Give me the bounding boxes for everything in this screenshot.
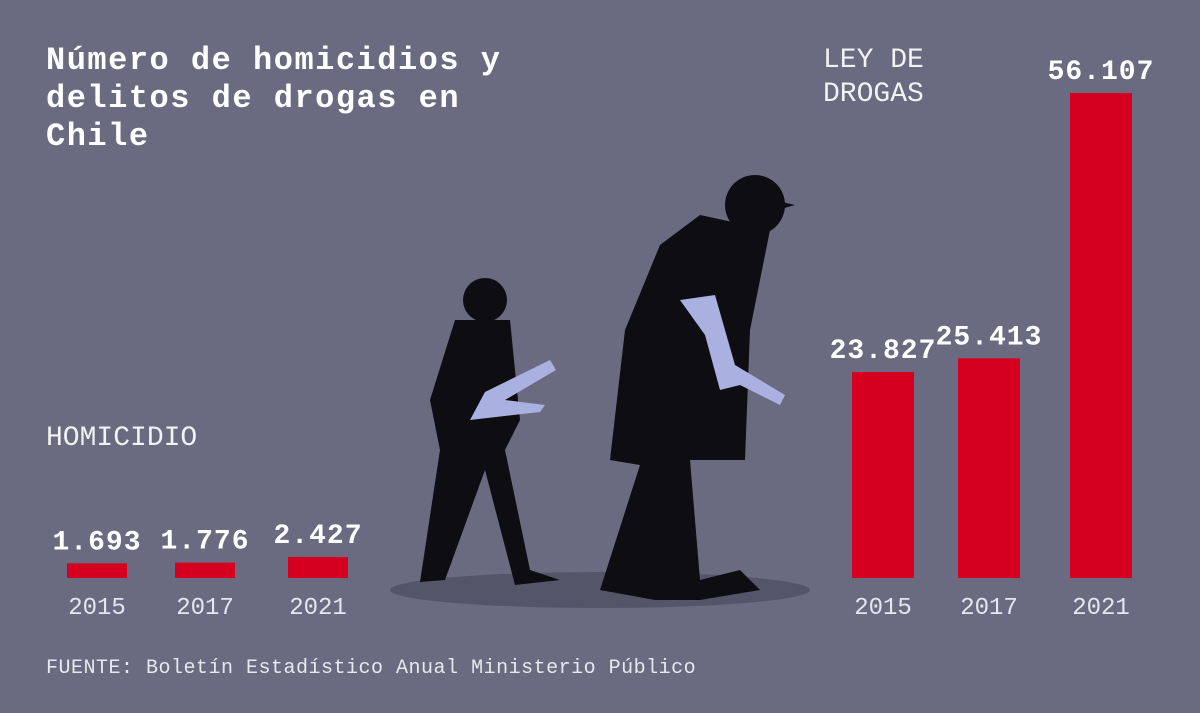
x-tick-label: 2015 bbox=[68, 595, 126, 622]
source: FUENTE: Boletín Estadístico Anual Minist… bbox=[46, 657, 697, 680]
value-label: 25.413 bbox=[936, 322, 1043, 353]
x-tick-label: 2015 bbox=[854, 595, 912, 622]
bar bbox=[175, 562, 235, 578]
value-label: 56.107 bbox=[1048, 57, 1155, 88]
bar bbox=[288, 557, 348, 578]
silhouettes bbox=[390, 175, 810, 608]
bar bbox=[1070, 93, 1132, 578]
chart-title: LEY DE DROGAS bbox=[823, 45, 924, 110]
bar bbox=[958, 358, 1020, 578]
title: Número de homicidios y delitos de drogas… bbox=[46, 42, 502, 155]
chart-title: HOMICIDIO bbox=[46, 423, 198, 454]
value-label: 1.776 bbox=[160, 527, 249, 558]
x-tick-label: 2017 bbox=[960, 595, 1018, 622]
x-tick-label: 2017 bbox=[176, 595, 234, 622]
bar bbox=[852, 372, 914, 578]
bar bbox=[67, 563, 127, 578]
value-label: 23.827 bbox=[830, 336, 937, 367]
x-tick-label: 2021 bbox=[1072, 595, 1130, 622]
value-label: 1.693 bbox=[52, 527, 141, 558]
x-tick-label: 2021 bbox=[289, 595, 347, 622]
value-label: 2.427 bbox=[273, 521, 362, 552]
